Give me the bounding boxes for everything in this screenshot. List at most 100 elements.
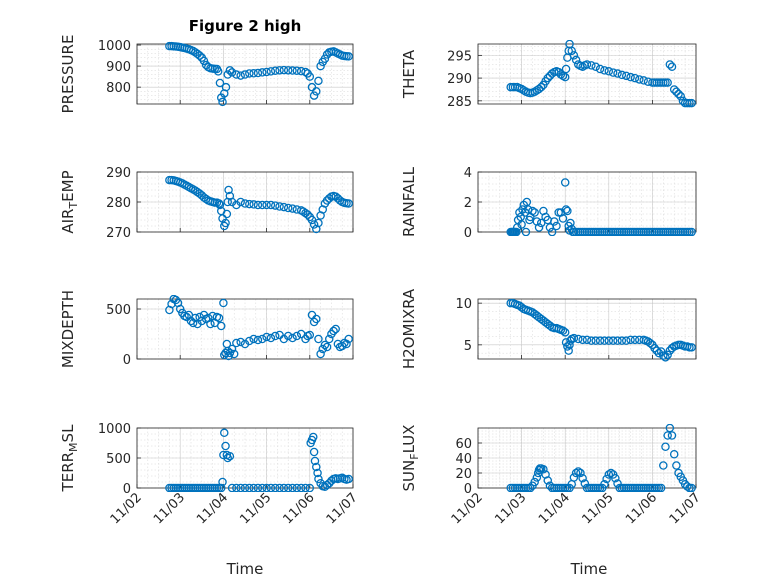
data-point bbox=[595, 64, 605, 74]
data-point bbox=[307, 82, 317, 92]
data-point bbox=[322, 50, 332, 59]
data-point bbox=[301, 483, 310, 492]
data-point bbox=[249, 483, 258, 492]
data-point bbox=[665, 60, 675, 69]
data-point bbox=[665, 424, 675, 433]
data-point bbox=[659, 351, 668, 360]
data-point bbox=[512, 227, 521, 236]
data-point bbox=[604, 336, 614, 345]
x-tick-label: 11/04 bbox=[536, 490, 573, 527]
data-point bbox=[275, 202, 284, 211]
axes-box bbox=[136, 298, 354, 360]
data-point bbox=[275, 483, 284, 492]
data-point bbox=[322, 342, 332, 352]
x-tick-label: 11/03 bbox=[151, 490, 188, 527]
data-point bbox=[220, 428, 229, 438]
data-point bbox=[305, 72, 315, 81]
data-point bbox=[630, 73, 640, 83]
y-tick-label: 0 bbox=[123, 353, 131, 368]
data-point bbox=[661, 353, 670, 362]
data-point bbox=[639, 76, 648, 85]
data-point bbox=[667, 431, 677, 440]
data-point bbox=[262, 67, 271, 77]
data-point bbox=[654, 348, 664, 358]
data-point bbox=[227, 483, 237, 492]
data-point bbox=[288, 66, 297, 75]
x-tick-label: 11/06 bbox=[623, 490, 660, 527]
data-point bbox=[344, 474, 353, 484]
data-point bbox=[215, 200, 225, 210]
data-point bbox=[292, 483, 302, 492]
data-point bbox=[561, 64, 571, 74]
data-point bbox=[656, 483, 666, 492]
data-point bbox=[262, 483, 271, 492]
data-point bbox=[266, 67, 276, 76]
data-point bbox=[245, 199, 254, 209]
data-point bbox=[613, 336, 622, 345]
data-point bbox=[270, 201, 280, 210]
data-point bbox=[249, 200, 258, 209]
data-point bbox=[223, 453, 232, 463]
data-point bbox=[224, 185, 233, 195]
data-point bbox=[683, 482, 692, 491]
data-point bbox=[225, 348, 235, 358]
data-point bbox=[565, 340, 574, 350]
data-point bbox=[571, 468, 581, 478]
data-point bbox=[301, 67, 310, 77]
data-point bbox=[344, 52, 353, 61]
data-point bbox=[521, 227, 531, 236]
data-point bbox=[578, 62, 587, 71]
data-point bbox=[532, 473, 542, 482]
data-point bbox=[621, 71, 631, 81]
data-point bbox=[560, 72, 570, 82]
data-point bbox=[245, 69, 254, 78]
data-point bbox=[578, 473, 587, 483]
data-point bbox=[602, 474, 611, 484]
x-tick-label: 11/05 bbox=[580, 490, 617, 527]
data-point bbox=[600, 479, 609, 489]
data-point bbox=[567, 46, 576, 56]
data-point bbox=[667, 62, 677, 71]
data-point bbox=[258, 334, 267, 344]
data-point bbox=[626, 72, 635, 82]
y-axis-label: H2OMIXRA bbox=[400, 288, 418, 369]
data-points bbox=[506, 424, 696, 492]
y-tick-label: 0 bbox=[464, 482, 472, 497]
data-point bbox=[576, 468, 585, 478]
y-tick-label: 5 bbox=[464, 339, 472, 354]
x-axis-label-left: Time bbox=[226, 560, 264, 578]
data-point bbox=[270, 331, 280, 341]
data-point bbox=[324, 334, 334, 344]
y-axis-label: SUNFLUX bbox=[400, 425, 421, 492]
figure-title: Figure 2 high bbox=[189, 17, 302, 35]
data-point bbox=[528, 206, 537, 216]
data-point bbox=[566, 218, 575, 228]
y-axis-label: AIRTEMP bbox=[59, 170, 80, 233]
data-point bbox=[313, 468, 322, 478]
x-tick-label: 11/06 bbox=[281, 490, 318, 527]
data-point bbox=[569, 333, 579, 343]
data-point bbox=[314, 218, 323, 228]
data-point bbox=[275, 330, 284, 340]
y-tick-label: 295 bbox=[447, 49, 472, 64]
data-point bbox=[225, 451, 235, 461]
data-point bbox=[635, 75, 644, 84]
data-point bbox=[312, 87, 321, 96]
data-point bbox=[564, 346, 573, 355]
data-point bbox=[232, 338, 241, 348]
subplot-pressure: 800 900 1000 PRESSURE bbox=[59, 35, 354, 113]
data-point bbox=[199, 56, 209, 66]
data-point bbox=[253, 483, 263, 492]
data-point bbox=[582, 60, 592, 69]
data-point bbox=[188, 318, 198, 328]
data-point bbox=[258, 68, 267, 77]
data-points bbox=[506, 40, 696, 108]
data-point bbox=[600, 336, 609, 345]
y-tick-label: 40 bbox=[455, 452, 472, 467]
data-point bbox=[661, 442, 670, 451]
data-point bbox=[560, 328, 570, 337]
data-point bbox=[236, 337, 245, 347]
